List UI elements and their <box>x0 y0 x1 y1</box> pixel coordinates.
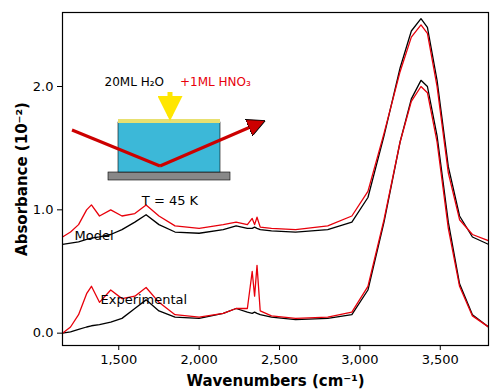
svg-text:3,500: 3,500 <box>422 352 459 367</box>
svg-text:+1ML HNO₃: +1ML HNO₃ <box>180 75 251 89</box>
svg-text:20ML H₂O: 20ML H₂O <box>105 75 164 89</box>
svg-text:Absorbance (10⁻²): Absorbance (10⁻²) <box>13 102 31 256</box>
svg-text:Wavenumbers (cm⁻¹): Wavenumbers (cm⁻¹) <box>186 372 364 390</box>
svg-text:2,000: 2,000 <box>181 352 218 367</box>
svg-text:Model: Model <box>75 228 114 243</box>
svg-text:T = 45 K: T = 45 K <box>141 193 199 208</box>
svg-text:2.0: 2.0 <box>33 79 54 94</box>
svg-text:2,500: 2,500 <box>261 352 298 367</box>
svg-text:1,500: 1,500 <box>100 352 137 367</box>
svg-text:Experimental: Experimental <box>101 292 188 307</box>
svg-text:0.0: 0.0 <box>33 325 54 340</box>
svg-text:1.0: 1.0 <box>33 202 54 217</box>
svg-text:3,000: 3,000 <box>341 352 378 367</box>
